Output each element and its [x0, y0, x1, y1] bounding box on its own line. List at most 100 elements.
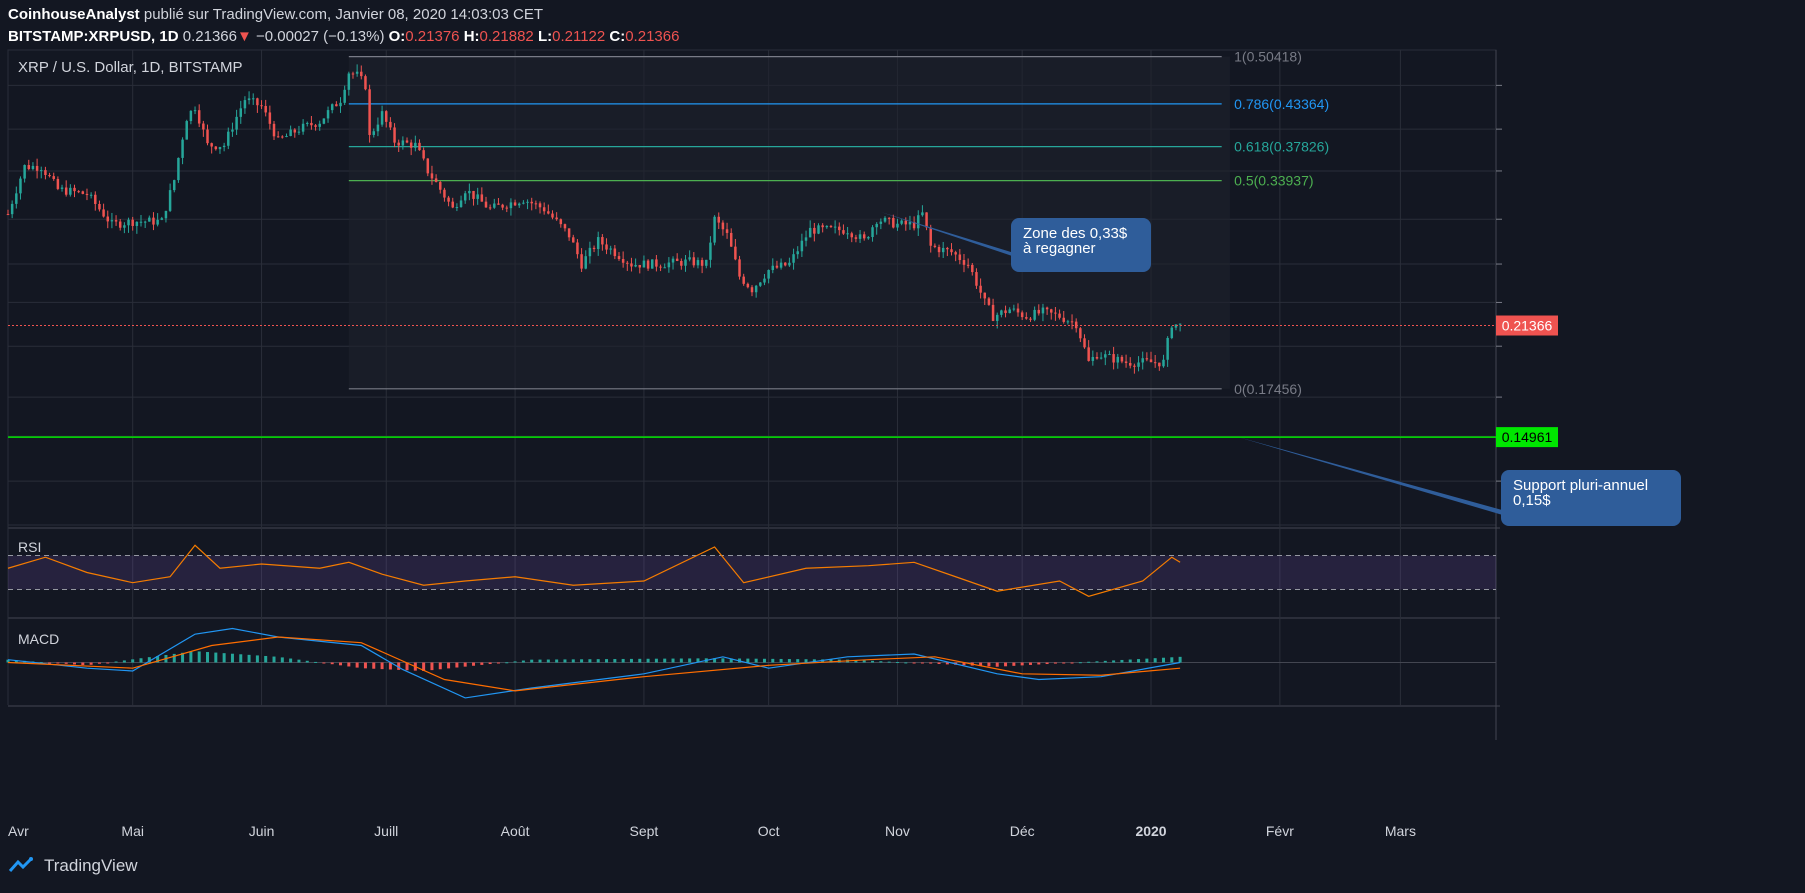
candle [484, 201, 488, 208]
candle [414, 142, 417, 148]
macd-histogram-bar [804, 659, 808, 663]
macd-histogram-bar [388, 662, 392, 670]
x-tick-label: Déc [1010, 823, 1035, 839]
candle [991, 304, 995, 321]
candle [576, 242, 579, 255]
macd-histogram-bar [995, 662, 999, 667]
candle [15, 193, 18, 204]
macd-histogram-bar [89, 662, 93, 665]
macd-histogram-bar [679, 658, 683, 663]
candle [584, 256, 587, 269]
open-value: 0.21376 [405, 28, 460, 45]
candle [908, 222, 912, 225]
candle [563, 224, 567, 229]
macd-histogram-bar [613, 659, 617, 663]
candle [335, 104, 338, 107]
candle [588, 247, 592, 257]
candle [1178, 323, 1182, 325]
candle [64, 187, 68, 195]
candle [443, 189, 446, 198]
candle [368, 89, 371, 135]
candle [44, 170, 47, 176]
candle [243, 100, 247, 109]
candle [1008, 309, 1011, 314]
macd-histogram-bar [580, 659, 584, 663]
candle [609, 248, 612, 250]
candle [1124, 361, 1128, 363]
x-tick-label: Août [501, 823, 530, 839]
macd-histogram-bar [962, 662, 966, 666]
candle [143, 221, 147, 223]
candle [505, 207, 509, 209]
candle [750, 287, 754, 293]
candle [127, 219, 130, 226]
macd-histogram-bar [1028, 662, 1032, 665]
candle [447, 197, 450, 202]
candle [1062, 317, 1065, 322]
candle [1108, 354, 1111, 356]
macd-histogram-bar [289, 658, 293, 663]
brand-name[interactable]: TradingView [44, 856, 138, 875]
candle [1149, 359, 1153, 363]
candle [177, 157, 180, 181]
macd-histogram-bar [14, 660, 18, 663]
macd-histogram-bar [81, 662, 85, 666]
macd-label: MACD [18, 631, 59, 647]
candle [318, 123, 321, 127]
x-tick-label: Nov [885, 823, 910, 839]
candle [1137, 362, 1140, 367]
candle [372, 131, 376, 135]
chart-header: CoinhouseAnalyst publié sur TradingView.… [8, 4, 679, 48]
macd-histogram-bar [463, 662, 467, 667]
macd-histogram-bar [904, 662, 908, 664]
macd-histogram-bar [1153, 658, 1157, 663]
candle [1174, 324, 1178, 328]
candle [871, 227, 874, 238]
candle [389, 121, 392, 128]
macd-histogram-bar [447, 662, 451, 669]
macd-histogram-bar [496, 662, 500, 664]
candle [729, 232, 733, 247]
candle [430, 173, 434, 179]
macd-histogram-bar [1103, 660, 1107, 663]
macd-histogram-bar [513, 661, 517, 663]
candle [983, 292, 987, 299]
candle [879, 221, 883, 224]
macd-histogram-bar [812, 659, 816, 663]
x-tick-label: Avr [8, 823, 29, 839]
macd-histogram-bar [646, 658, 650, 663]
macd-histogram-bar [538, 659, 542, 663]
macd-histogram-bar [787, 659, 791, 663]
candle [110, 220, 114, 222]
candle [875, 223, 878, 228]
candle [542, 207, 546, 212]
candle [314, 125, 317, 127]
candle [293, 129, 297, 133]
candle [1041, 307, 1045, 314]
candle [705, 259, 708, 266]
candle [821, 225, 824, 228]
candle [937, 246, 941, 253]
candle [10, 203, 14, 215]
price-chart[interactable]: Avr Mai Juin Juill Août Sept Oct Nov Déc 2020 Févr… [0, 0, 1805, 850]
macd-histogram-bar [339, 662, 343, 666]
macd-line [7, 627, 1181, 699]
candle [343, 89, 346, 103]
candle [808, 227, 812, 238]
candle [94, 194, 97, 204]
candle [759, 282, 762, 286]
candle [892, 217, 895, 228]
candle [1128, 362, 1132, 366]
fib-level-label: 0.618(0.37826) [1234, 139, 1329, 155]
candle [276, 136, 280, 138]
candle [921, 212, 924, 216]
candle [1091, 356, 1095, 361]
candle [206, 129, 209, 144]
author-name[interactable]: CoinhouseAnalyst [8, 6, 140, 23]
macd-histogram-bar [555, 659, 559, 663]
macd-histogram-bar [621, 658, 625, 663]
rsi-line [7, 544, 1181, 597]
candle [1087, 347, 1090, 361]
macd-histogram-bar [272, 656, 276, 663]
candle [646, 260, 650, 269]
